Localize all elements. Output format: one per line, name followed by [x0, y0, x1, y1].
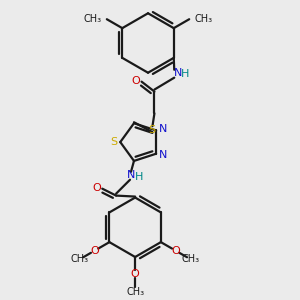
Text: S: S: [110, 137, 117, 147]
Text: CH₃: CH₃: [83, 14, 101, 24]
Text: N: N: [174, 68, 182, 78]
Text: O: O: [90, 246, 99, 256]
Text: H: H: [181, 69, 189, 79]
Text: S: S: [148, 125, 155, 135]
Text: CH₃: CH₃: [195, 14, 213, 24]
Text: CH₃: CH₃: [182, 254, 200, 265]
Text: O: O: [172, 246, 180, 256]
Text: CH₃: CH₃: [126, 287, 144, 297]
Text: O: O: [92, 183, 101, 193]
Text: N: N: [159, 124, 167, 134]
Text: N: N: [127, 170, 135, 180]
Text: CH₃: CH₃: [70, 254, 88, 265]
Text: N: N: [159, 150, 167, 160]
Text: H: H: [135, 172, 143, 182]
Text: O: O: [131, 76, 140, 85]
Text: O: O: [131, 269, 140, 279]
